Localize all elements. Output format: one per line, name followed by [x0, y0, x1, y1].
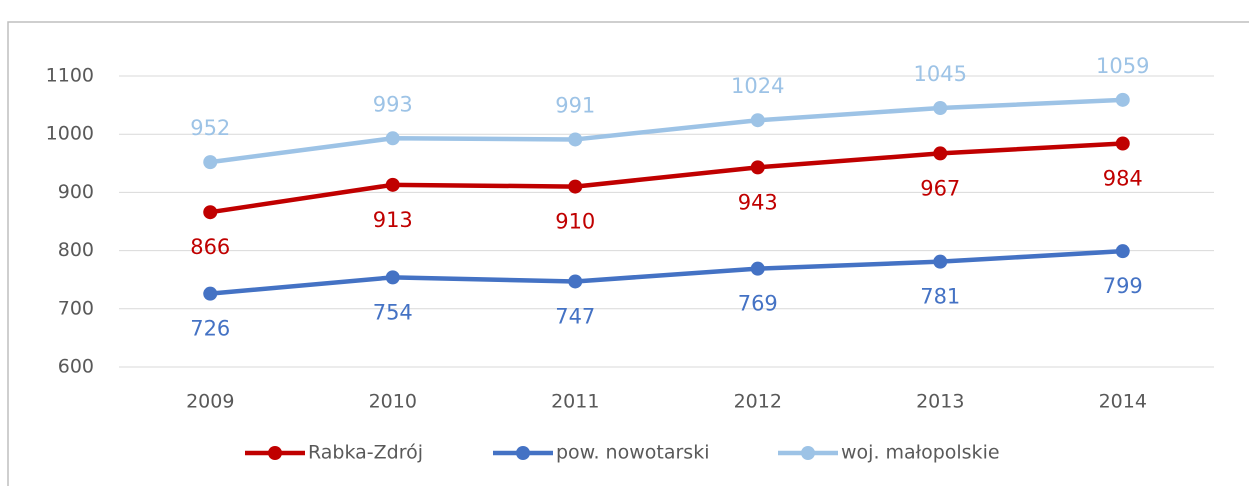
- y-tick-label: 700: [58, 297, 94, 319]
- legend-marker: [268, 446, 282, 460]
- data-label: 781: [920, 285, 960, 309]
- data-label: 726: [190, 317, 230, 341]
- data-label: 866: [190, 235, 230, 259]
- data-label: 747: [555, 304, 595, 328]
- data-label: 943: [738, 190, 778, 214]
- data-label: 1059: [1096, 54, 1149, 78]
- x-tick-label: 2010: [369, 391, 417, 413]
- data-label: 913: [373, 208, 413, 232]
- data-point: [568, 132, 583, 147]
- y-tick-label: 600: [58, 356, 94, 378]
- data-point: [933, 254, 948, 269]
- y-tick-label: 800: [58, 239, 94, 261]
- data-label: 1045: [914, 62, 967, 86]
- data-label: 754: [373, 300, 413, 324]
- data-point: [568, 179, 583, 194]
- data-point: [203, 205, 218, 220]
- data-point: [568, 274, 583, 289]
- data-point: [933, 146, 948, 161]
- legend-label: woj. małopolskie: [841, 442, 1000, 464]
- data-label: 984: [1103, 167, 1143, 191]
- series-line: [210, 248, 1123, 296]
- data-point: [203, 155, 218, 170]
- legend-label: pow. nowotarski: [556, 442, 709, 464]
- data-label: 799: [1103, 274, 1143, 298]
- data-point: [1115, 92, 1130, 107]
- data-point: [1115, 136, 1130, 151]
- data-label: 993: [373, 92, 413, 116]
- y-tick-label: 900: [58, 181, 94, 203]
- x-tick-label: 2011: [551, 391, 599, 413]
- y-tick-label: 1100: [46, 65, 94, 87]
- series-line: [209, 141, 1123, 215]
- data-point: [385, 131, 400, 146]
- x-tick-label: 2012: [734, 391, 782, 413]
- data-point: [385, 270, 400, 285]
- data-point: [385, 177, 400, 192]
- x-tick-label: 2014: [1099, 391, 1147, 413]
- data-label: 991: [555, 93, 595, 117]
- data-label: 769: [738, 292, 778, 316]
- data-point: [933, 101, 948, 116]
- data-label: 1024: [731, 74, 784, 98]
- chart-frame: [7, 21, 1249, 486]
- data-point: [750, 160, 765, 175]
- data-label: 952: [190, 116, 230, 140]
- series-line: [209, 97, 1123, 165]
- x-tick-label: 2009: [186, 391, 234, 413]
- data-point: [203, 286, 218, 301]
- data-point: [1115, 244, 1130, 259]
- legend-label: Rabka-Zdrój: [308, 442, 423, 464]
- data-point: [750, 261, 765, 276]
- legend-marker: [801, 446, 815, 460]
- data-label: 910: [555, 210, 595, 234]
- legend-marker: [516, 446, 530, 460]
- data-point: [750, 113, 765, 128]
- x-tick-label: 2013: [916, 391, 964, 413]
- data-label: 967: [920, 176, 960, 200]
- y-tick-label: 1000: [46, 123, 94, 145]
